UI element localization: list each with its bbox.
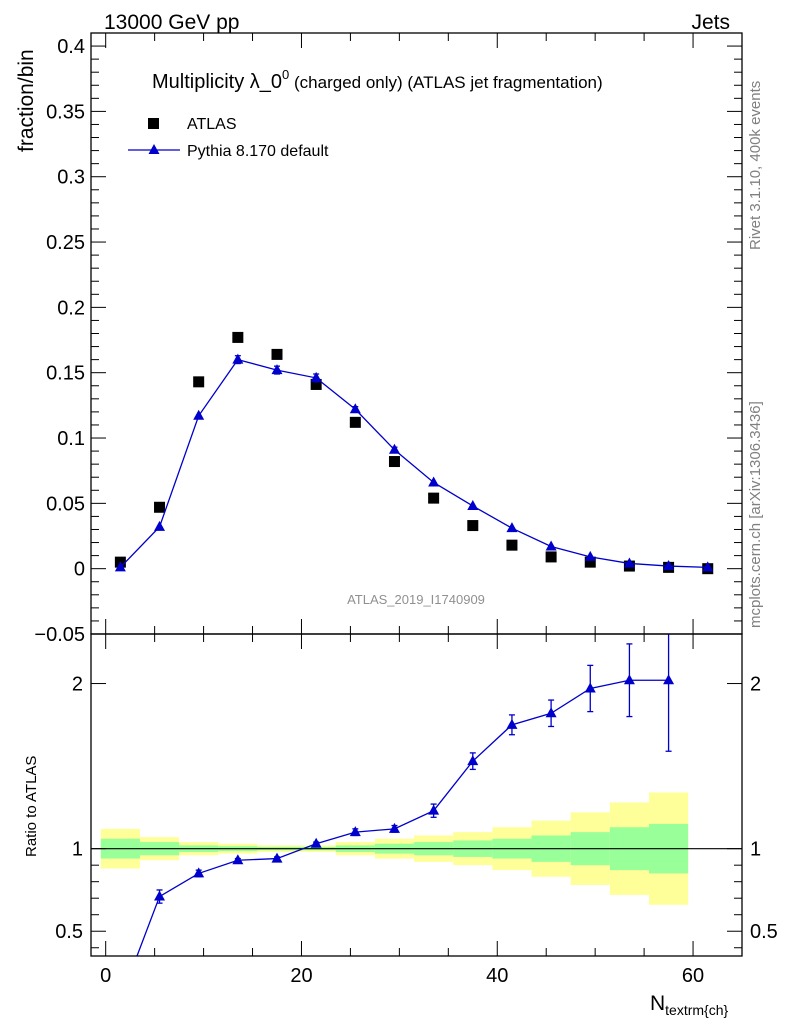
side-label-bottom: mcplots.cern.ch [arXiv:1306.3436] (747, 401, 764, 628)
ratio-y-tick-label-right: 1 (750, 839, 761, 861)
mc-point (623, 557, 635, 568)
ratio-mc-point (154, 890, 166, 901)
main-y-ticks: −0.05 0 0.05 0.1 0.15 0.2 0.25 0.3 0.35 0.4 (34, 36, 742, 646)
atlas-data-point (154, 501, 166, 513)
ratio-frame (90, 633, 743, 957)
mc-point (467, 499, 479, 510)
mc-point (271, 364, 283, 375)
ratio-mc-point (193, 867, 205, 878)
main-y-axis-label: fraction/bin (15, 49, 38, 152)
ratio-y-tick-label: 2 (72, 674, 83, 696)
ratio-mc-point (271, 852, 283, 863)
atlas-data-point (545, 551, 557, 563)
mc-point (232, 353, 244, 364)
atlas-data-point (467, 520, 479, 532)
mc-point (349, 403, 361, 414)
mc-point (702, 561, 714, 572)
atlas-data-point (349, 416, 361, 428)
ratio-y-tick-label: 1 (72, 839, 83, 861)
main-y-tick-label: 0.15 (46, 363, 85, 385)
mc-line (119, 358, 708, 569)
mc-point (388, 443, 400, 454)
mc-point (114, 561, 126, 572)
ratio-mc-point (388, 822, 400, 833)
mc-point (310, 371, 322, 382)
x-axis-label: Ntextrm{ch} (650, 992, 729, 1018)
ratio-mc-point (545, 707, 557, 718)
mc-point (193, 409, 205, 420)
ratio-panel: 0.5 0.5 1 1 2 2 0 20 40 60 Ratio to ATLAS Ntextr… (23, 633, 778, 1018)
ratio-mc-point (428, 804, 440, 815)
ratio-mc-point (349, 826, 361, 837)
mc-point (506, 522, 518, 533)
main-y-tick-label: 0.4 (57, 36, 85, 58)
watermark: ATLAS_2019_I1740909 (347, 592, 485, 607)
x-tick-label: 20 (290, 965, 312, 987)
ratio-mc-point (584, 682, 596, 693)
mc-point (663, 560, 675, 571)
ratio-y-ticks: 0.5 0.5 1 1 2 2 (55, 674, 778, 949)
main-y-tick-label: 0.05 (46, 493, 85, 515)
mc-point (545, 540, 557, 551)
x-tick-label: 0 (100, 965, 111, 987)
main-mc-series (114, 353, 714, 572)
ratio-mc-point (310, 837, 322, 848)
legend-mc-marker (148, 144, 160, 154)
ratio-mc-series (136, 634, 675, 956)
atlas-data-point (506, 539, 518, 551)
x-tick-label: 60 (682, 965, 704, 987)
legend: ATLAS Pythia 8.170 default (128, 116, 329, 160)
main-x-ticks (105, 33, 694, 634)
ratio-y-tick-label: 0.5 (55, 921, 83, 943)
main-title: Multiplicity λ_00 (charged only) (ATLAS … (152, 67, 603, 93)
legend-mc-label: Pythia 8.170 default (187, 143, 329, 160)
ratio-mc-point (232, 854, 244, 865)
atlas-data-point (310, 378, 322, 390)
atlas-data-point (428, 492, 440, 504)
ratio-mc-point (663, 674, 675, 685)
main-y-tick-label: 0.2 (57, 297, 85, 319)
mc-point (584, 550, 596, 561)
mc-point (428, 476, 440, 487)
legend-data-label: ATLAS (187, 116, 237, 133)
mc-point (154, 520, 166, 531)
atlas-data-point (193, 376, 205, 388)
main-data-series (114, 331, 714, 575)
atlas-data-point (388, 456, 400, 468)
main-panel: −0.05 0 0.05 0.1 0.15 0.2 0.25 0.3 0.35 0.4 Multi… (15, 32, 743, 646)
main-y-tick-label: 0.3 (57, 167, 85, 189)
side-label-top: Rivet 3.1.10, 400k events (747, 81, 764, 250)
ratio-mc-point (467, 755, 479, 766)
main-y-tick-label: 0.1 (57, 428, 85, 450)
main-y-tick-label: −0.05 (34, 624, 85, 646)
ratio-mc-point (506, 718, 518, 729)
main-y-tick-label: 0.35 (46, 101, 85, 123)
x-tick-label: 40 (486, 965, 508, 987)
main-y-tick-label: 0.25 (46, 232, 85, 254)
legend-data-marker (148, 118, 159, 129)
ratio-y-tick-label-right: 2 (750, 674, 761, 696)
ratio-mc-point (623, 674, 635, 685)
header-right: Jets (691, 11, 730, 34)
atlas-data-point (584, 556, 596, 568)
atlas-data-point (232, 331, 244, 343)
main-y-tick-label: 0 (74, 559, 85, 581)
ratio-x-ticks: 0 20 40 60 (100, 634, 704, 987)
atlas-data-point (271, 348, 283, 360)
ratio-y-axis-label: Ratio to ATLAS (23, 756, 40, 857)
ratio-y-tick-label-right: 0.5 (750, 921, 778, 943)
header-left: 13000 GeV pp (104, 11, 239, 34)
